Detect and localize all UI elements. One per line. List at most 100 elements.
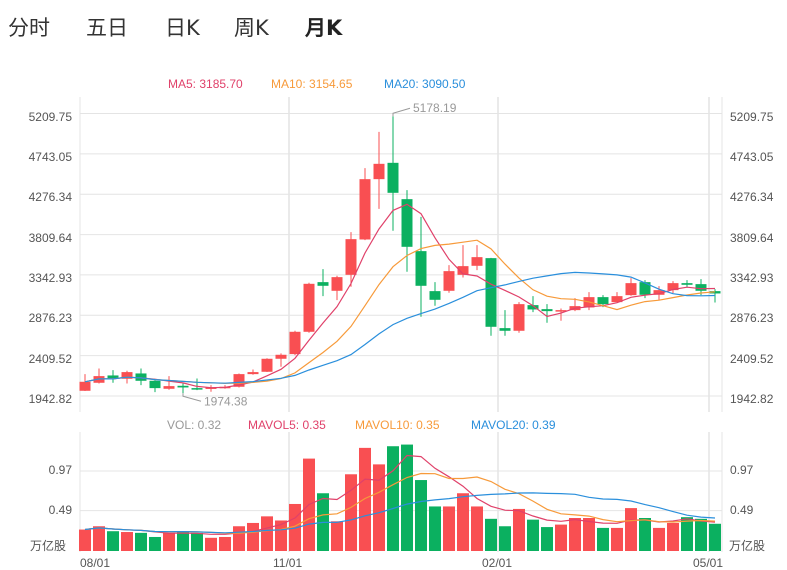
price-axis-label-left: 3809.64 bbox=[28, 230, 72, 245]
volume-bar bbox=[135, 532, 147, 551]
mavol20-legend: MAVOL20: 0.39 bbox=[471, 418, 556, 432]
volume-bar bbox=[625, 508, 637, 551]
volume-bar bbox=[149, 536, 161, 551]
x-axis-label: 05/01 bbox=[693, 556, 724, 570]
candle-up bbox=[233, 374, 245, 387]
volume-bar bbox=[247, 522, 259, 551]
volume-bar bbox=[667, 522, 679, 551]
volume-bar bbox=[331, 521, 343, 551]
volume-bar bbox=[345, 474, 357, 551]
volume-bar bbox=[513, 508, 525, 551]
volume-bar bbox=[415, 480, 427, 551]
volume-bar bbox=[107, 531, 119, 551]
price-axis-label-left: 2876.23 bbox=[28, 311, 72, 326]
volume-bar bbox=[359, 447, 371, 551]
volume-bar bbox=[499, 526, 511, 551]
price-axis-label-right: 4276.34 bbox=[730, 190, 774, 205]
mavol10-legend: MAVOL10: 0.35 bbox=[355, 418, 440, 432]
volume-bar bbox=[387, 446, 399, 551]
volume-bar bbox=[191, 532, 203, 551]
mavol20-line bbox=[84, 492, 716, 534]
candle-down bbox=[639, 282, 651, 295]
ma10-legend: MA10: 3154.65 bbox=[271, 77, 353, 91]
price-axis-label-right: 5209.75 bbox=[730, 109, 774, 124]
tab-intraday[interactable]: 分时 bbox=[8, 16, 50, 40]
candle-up bbox=[373, 163, 385, 180]
volume-axis-label-left: 0.97 bbox=[48, 462, 72, 477]
candle-up bbox=[289, 331, 301, 355]
tab-five-day[interactable]: 五日 bbox=[86, 16, 128, 40]
volume-bar bbox=[639, 518, 651, 551]
price-axis-label-left: 2409.52 bbox=[28, 351, 72, 366]
candle-down bbox=[541, 309, 553, 312]
volume-bar bbox=[205, 537, 217, 551]
tab-weekly-k[interactable]: 周K bbox=[234, 16, 269, 40]
candle-down bbox=[597, 297, 609, 305]
candle-down bbox=[401, 199, 413, 247]
volume-bar bbox=[373, 464, 385, 551]
mavol10-line bbox=[84, 472, 716, 534]
volume-bar bbox=[611, 527, 623, 551]
candle-up bbox=[667, 283, 679, 291]
candle-up bbox=[555, 310, 567, 312]
volume-bar bbox=[555, 524, 567, 551]
price-axis-label-left: 3342.93 bbox=[28, 270, 72, 285]
candle-up bbox=[79, 381, 91, 391]
tab-monthly-k[interactable]: 月K bbox=[305, 12, 343, 42]
candle-down bbox=[681, 283, 693, 285]
candle-up bbox=[303, 283, 315, 332]
volume-bar bbox=[93, 526, 105, 551]
volume-axis-label-right: 0.97 bbox=[730, 462, 754, 477]
volume-bar bbox=[709, 523, 721, 551]
volume-bar bbox=[401, 444, 413, 551]
candle-up bbox=[261, 358, 273, 372]
candle-down bbox=[499, 328, 511, 331]
price-axis-label-left: 5209.75 bbox=[28, 109, 72, 124]
candle-down bbox=[317, 282, 329, 286]
volume-bar bbox=[443, 506, 455, 551]
volume-bar bbox=[471, 506, 483, 551]
price-axis-label-right: 2409.52 bbox=[730, 351, 774, 366]
tab-daily-k[interactable]: 日K bbox=[165, 16, 200, 40]
candle-up bbox=[247, 372, 259, 375]
volume-bar bbox=[527, 519, 539, 551]
ma5-line bbox=[84, 203, 716, 389]
vol-legend: VOL: 0.32 bbox=[167, 418, 222, 432]
candle-down bbox=[107, 375, 119, 379]
candle-down bbox=[429, 291, 441, 300]
candle-down bbox=[387, 162, 399, 193]
volume-bar bbox=[79, 529, 91, 551]
candle-down bbox=[177, 385, 189, 388]
price-axis-label-right: 3342.93 bbox=[730, 270, 774, 285]
x-axis-label: 08/01 bbox=[80, 556, 111, 570]
volume-bar bbox=[163, 532, 175, 551]
candle-up bbox=[653, 290, 665, 295]
mavol5-legend: MAVOL5: 0.35 bbox=[248, 418, 326, 432]
volume-bar bbox=[681, 517, 693, 551]
price-axis-label-right: 1942.82 bbox=[730, 392, 774, 406]
volume-bar bbox=[261, 516, 273, 551]
low-marker-line bbox=[182, 393, 202, 402]
candle-down bbox=[695, 284, 707, 291]
price-axis-label-right: 2876.23 bbox=[730, 311, 774, 326]
price-axis-label-left: 1942.82 bbox=[28, 392, 72, 406]
candle-up bbox=[513, 304, 525, 331]
candle-down bbox=[149, 380, 161, 389]
price-axis-label-left: 4743.05 bbox=[28, 149, 72, 164]
candle-up bbox=[359, 179, 371, 240]
high-price-label: 5178.19 bbox=[413, 101, 457, 115]
volume-axis-label-left: 0.49 bbox=[48, 502, 72, 517]
candle-down bbox=[485, 258, 497, 327]
candle-down bbox=[527, 305, 539, 310]
low-price-label: 1974.38 bbox=[204, 394, 248, 408]
price-axis-label-right: 3809.64 bbox=[730, 230, 774, 245]
mavol5-line bbox=[84, 454, 716, 535]
volume-bar bbox=[429, 506, 441, 551]
volume-bar bbox=[457, 493, 469, 551]
candle-up bbox=[163, 386, 175, 389]
volume-bar bbox=[569, 518, 581, 551]
candle-up bbox=[275, 354, 287, 359]
volume-bar bbox=[653, 527, 665, 551]
candle-down bbox=[135, 373, 147, 381]
